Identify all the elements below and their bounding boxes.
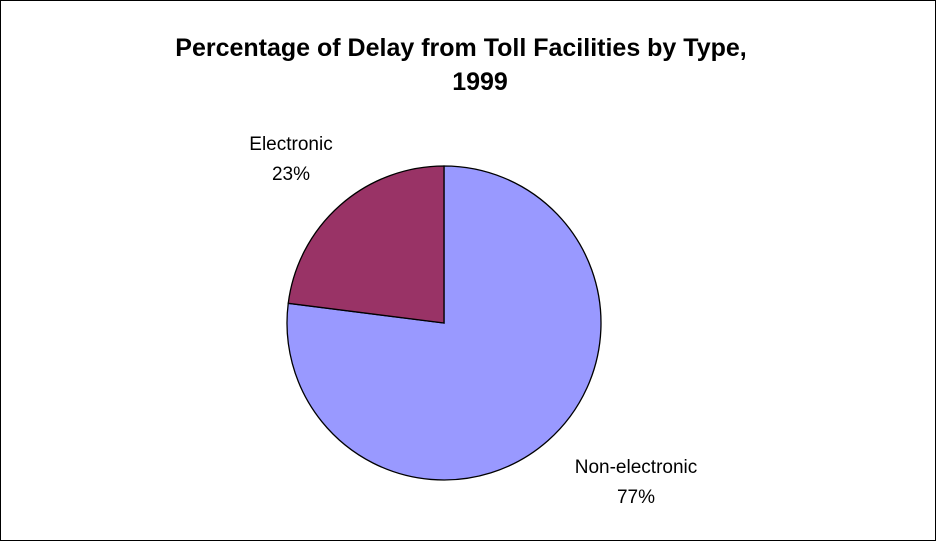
chart-title: Percentage of Delay from Toll Facilities…: [1, 31, 935, 99]
data-label-non-electronic-name: Non-electronic: [574, 457, 698, 478]
data-label-non-electronic: Non-electronic 77%: [536, 453, 736, 513]
data-label-non-electronic-percent: 77%: [616, 487, 656, 508]
chart-title-line-1: Percentage of Delay from Toll Facilities…: [175, 34, 747, 62]
data-label-electronic-name: Electronic: [249, 134, 333, 155]
data-label-electronic-percent: 23%: [271, 164, 311, 185]
data-label-electronic: Electronic 23%: [221, 130, 361, 190]
pie-slice-non-electronic: [286, 165, 602, 481]
chart-title-line-2: 1999: [452, 68, 508, 96]
pie-slice-electronic: [287, 165, 445, 324]
